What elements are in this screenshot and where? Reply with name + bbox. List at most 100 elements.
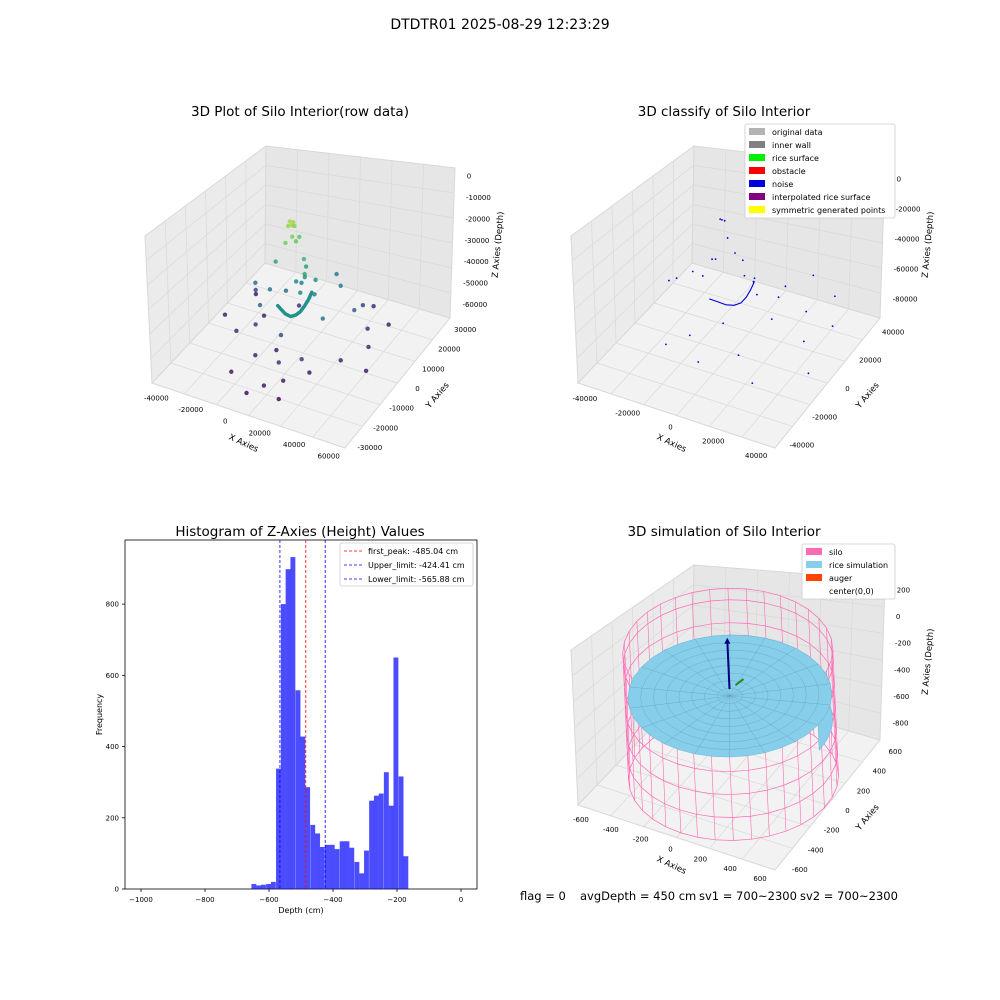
plot4-auger-arm bbox=[734, 678, 745, 686]
plot1-point bbox=[229, 369, 234, 374]
plot4-x-tick: -600 bbox=[573, 816, 589, 824]
plot3-bar bbox=[266, 884, 272, 889]
plot2-x-tick: 0 bbox=[668, 424, 672, 432]
plot3-bar bbox=[354, 861, 360, 889]
plot1-curve bbox=[276, 290, 314, 319]
plot2-noise-point bbox=[688, 334, 691, 337]
plot1-point bbox=[307, 370, 312, 375]
plot4-y-tick: 200 bbox=[857, 787, 870, 795]
plot1-point bbox=[365, 326, 370, 331]
plot2-legend-swatch bbox=[749, 193, 765, 200]
plot1-grid bbox=[145, 165, 267, 261]
plot3-x-tick: 0 bbox=[459, 896, 463, 904]
plot4-legend bbox=[801, 543, 896, 600]
flag-status: flag = 0 bbox=[520, 889, 566, 903]
plot1-point bbox=[371, 304, 376, 309]
plot2-noise-point bbox=[777, 296, 780, 299]
plot2-legend-label: inner wall bbox=[772, 141, 811, 150]
plot1-point bbox=[338, 283, 343, 288]
plot2-z-tick: -80000 bbox=[893, 296, 918, 304]
avg-depth-status: avgDepth = 450 cm bbox=[580, 889, 697, 903]
plot4-z-tick: 200 bbox=[897, 586, 910, 594]
plot4-y-tick: 600 bbox=[889, 748, 902, 756]
plot1-point bbox=[261, 383, 267, 388]
plot2-noise-point bbox=[722, 322, 725, 325]
plot3-x-tick: −800 bbox=[195, 896, 214, 904]
sv1-status: sv1 = 700~2300 bbox=[699, 889, 797, 903]
plot1-point bbox=[296, 303, 302, 308]
plot4-rice-mesh bbox=[641, 695, 730, 729]
plot3-x-tick: −400 bbox=[323, 896, 342, 904]
plot4-legend-label: silo bbox=[829, 548, 843, 557]
plot1-z-tick: 0 bbox=[467, 173, 471, 181]
plot3-x-tick: −600 bbox=[259, 896, 278, 904]
plot4-y-tick: 400 bbox=[873, 768, 886, 776]
plot3-title: Histogram of Z-Axies (Height) Values bbox=[175, 524, 425, 540]
plot4-x-tick: -200 bbox=[633, 836, 649, 844]
plot3-bar bbox=[300, 736, 306, 889]
plot3-y-tick: 200 bbox=[106, 814, 119, 822]
plot4-rice-mesh bbox=[729, 695, 765, 753]
plot2-legend-label: interpolated rice surface bbox=[772, 193, 870, 202]
plot2-noise-point bbox=[675, 277, 678, 280]
plot3-bar bbox=[310, 824, 316, 889]
plot1-y-tick: 30000 bbox=[454, 326, 476, 334]
plot4-x-tick: 600 bbox=[753, 875, 766, 883]
plot3-bar bbox=[393, 657, 399, 889]
plot2-y-tick: 0 bbox=[845, 385, 849, 393]
plot4-legend-swatch bbox=[806, 548, 822, 555]
plot1-grid bbox=[265, 165, 455, 194]
plot2-noise-point bbox=[668, 279, 670, 282]
plot1-z-tick: -60000 bbox=[462, 301, 487, 309]
plot4-center-marker bbox=[724, 637, 731, 644]
plot1-point bbox=[352, 307, 357, 313]
plot3-bar bbox=[261, 884, 266, 889]
plot2-z-tick: -40000 bbox=[895, 236, 920, 244]
plot2-z-label: Z Axies (Depth) bbox=[921, 211, 937, 278]
plot2-noise-point bbox=[721, 218, 723, 221]
plot1-grid bbox=[246, 282, 433, 341]
plot2-z-tick: -20000 bbox=[896, 206, 921, 214]
plot1-point bbox=[293, 239, 299, 244]
plot2-noise-point bbox=[784, 285, 787, 288]
plot3-bar bbox=[290, 557, 296, 889]
plot2-noise-point bbox=[726, 237, 729, 239]
plot3-legend-label: Upper_limit: -424.41 cm bbox=[368, 561, 465, 570]
plot1-point bbox=[276, 396, 281, 402]
plot1-point bbox=[363, 368, 369, 374]
plot3-legend bbox=[339, 542, 474, 587]
plot2-grid bbox=[571, 165, 694, 261]
plot2-x-tick: -40000 bbox=[572, 395, 597, 403]
plot4-y-tick: -200 bbox=[824, 827, 840, 835]
plot4-y-tick: -600 bbox=[792, 866, 808, 874]
plot4-rice-mesh bbox=[729, 637, 765, 697]
plot1-point bbox=[301, 256, 307, 262]
plot2-legend-swatch bbox=[749, 206, 765, 213]
plot2-noise-point bbox=[737, 354, 740, 357]
plot2-noise-point bbox=[714, 258, 717, 261]
plot4-rice-mesh bbox=[729, 663, 819, 697]
plot2-noise-point bbox=[812, 274, 815, 277]
plot4-rice-mesh bbox=[629, 686, 730, 697]
plot2-x-tick: 40000 bbox=[745, 452, 767, 460]
plot4-rice-mesh bbox=[664, 695, 730, 744]
plot1-y-tick: -30000 bbox=[357, 444, 382, 452]
sv2-status: sv2 = 700~2300 bbox=[800, 889, 898, 903]
plot4-rice-mesh bbox=[629, 695, 730, 709]
plot4-grid bbox=[571, 584, 694, 677]
plot3-bar bbox=[373, 795, 379, 889]
plot1-point bbox=[299, 280, 304, 286]
plot4-z-tick: 0 bbox=[896, 613, 900, 621]
plot1-point bbox=[244, 390, 249, 396]
plot1-point bbox=[280, 378, 286, 383]
plot4-title: 3D simulation of Silo Interior bbox=[627, 524, 821, 540]
plot2-legend-swatch bbox=[749, 167, 765, 174]
plot4-rice-mesh bbox=[694, 695, 730, 755]
plot1-point bbox=[273, 259, 278, 264]
plot1-point bbox=[283, 240, 288, 246]
plot4-x-label: X Axies bbox=[655, 855, 688, 878]
plot4-z-tick: -800 bbox=[893, 720, 909, 728]
plot1-point bbox=[253, 322, 258, 327]
plot2-noise-point bbox=[741, 259, 744, 262]
